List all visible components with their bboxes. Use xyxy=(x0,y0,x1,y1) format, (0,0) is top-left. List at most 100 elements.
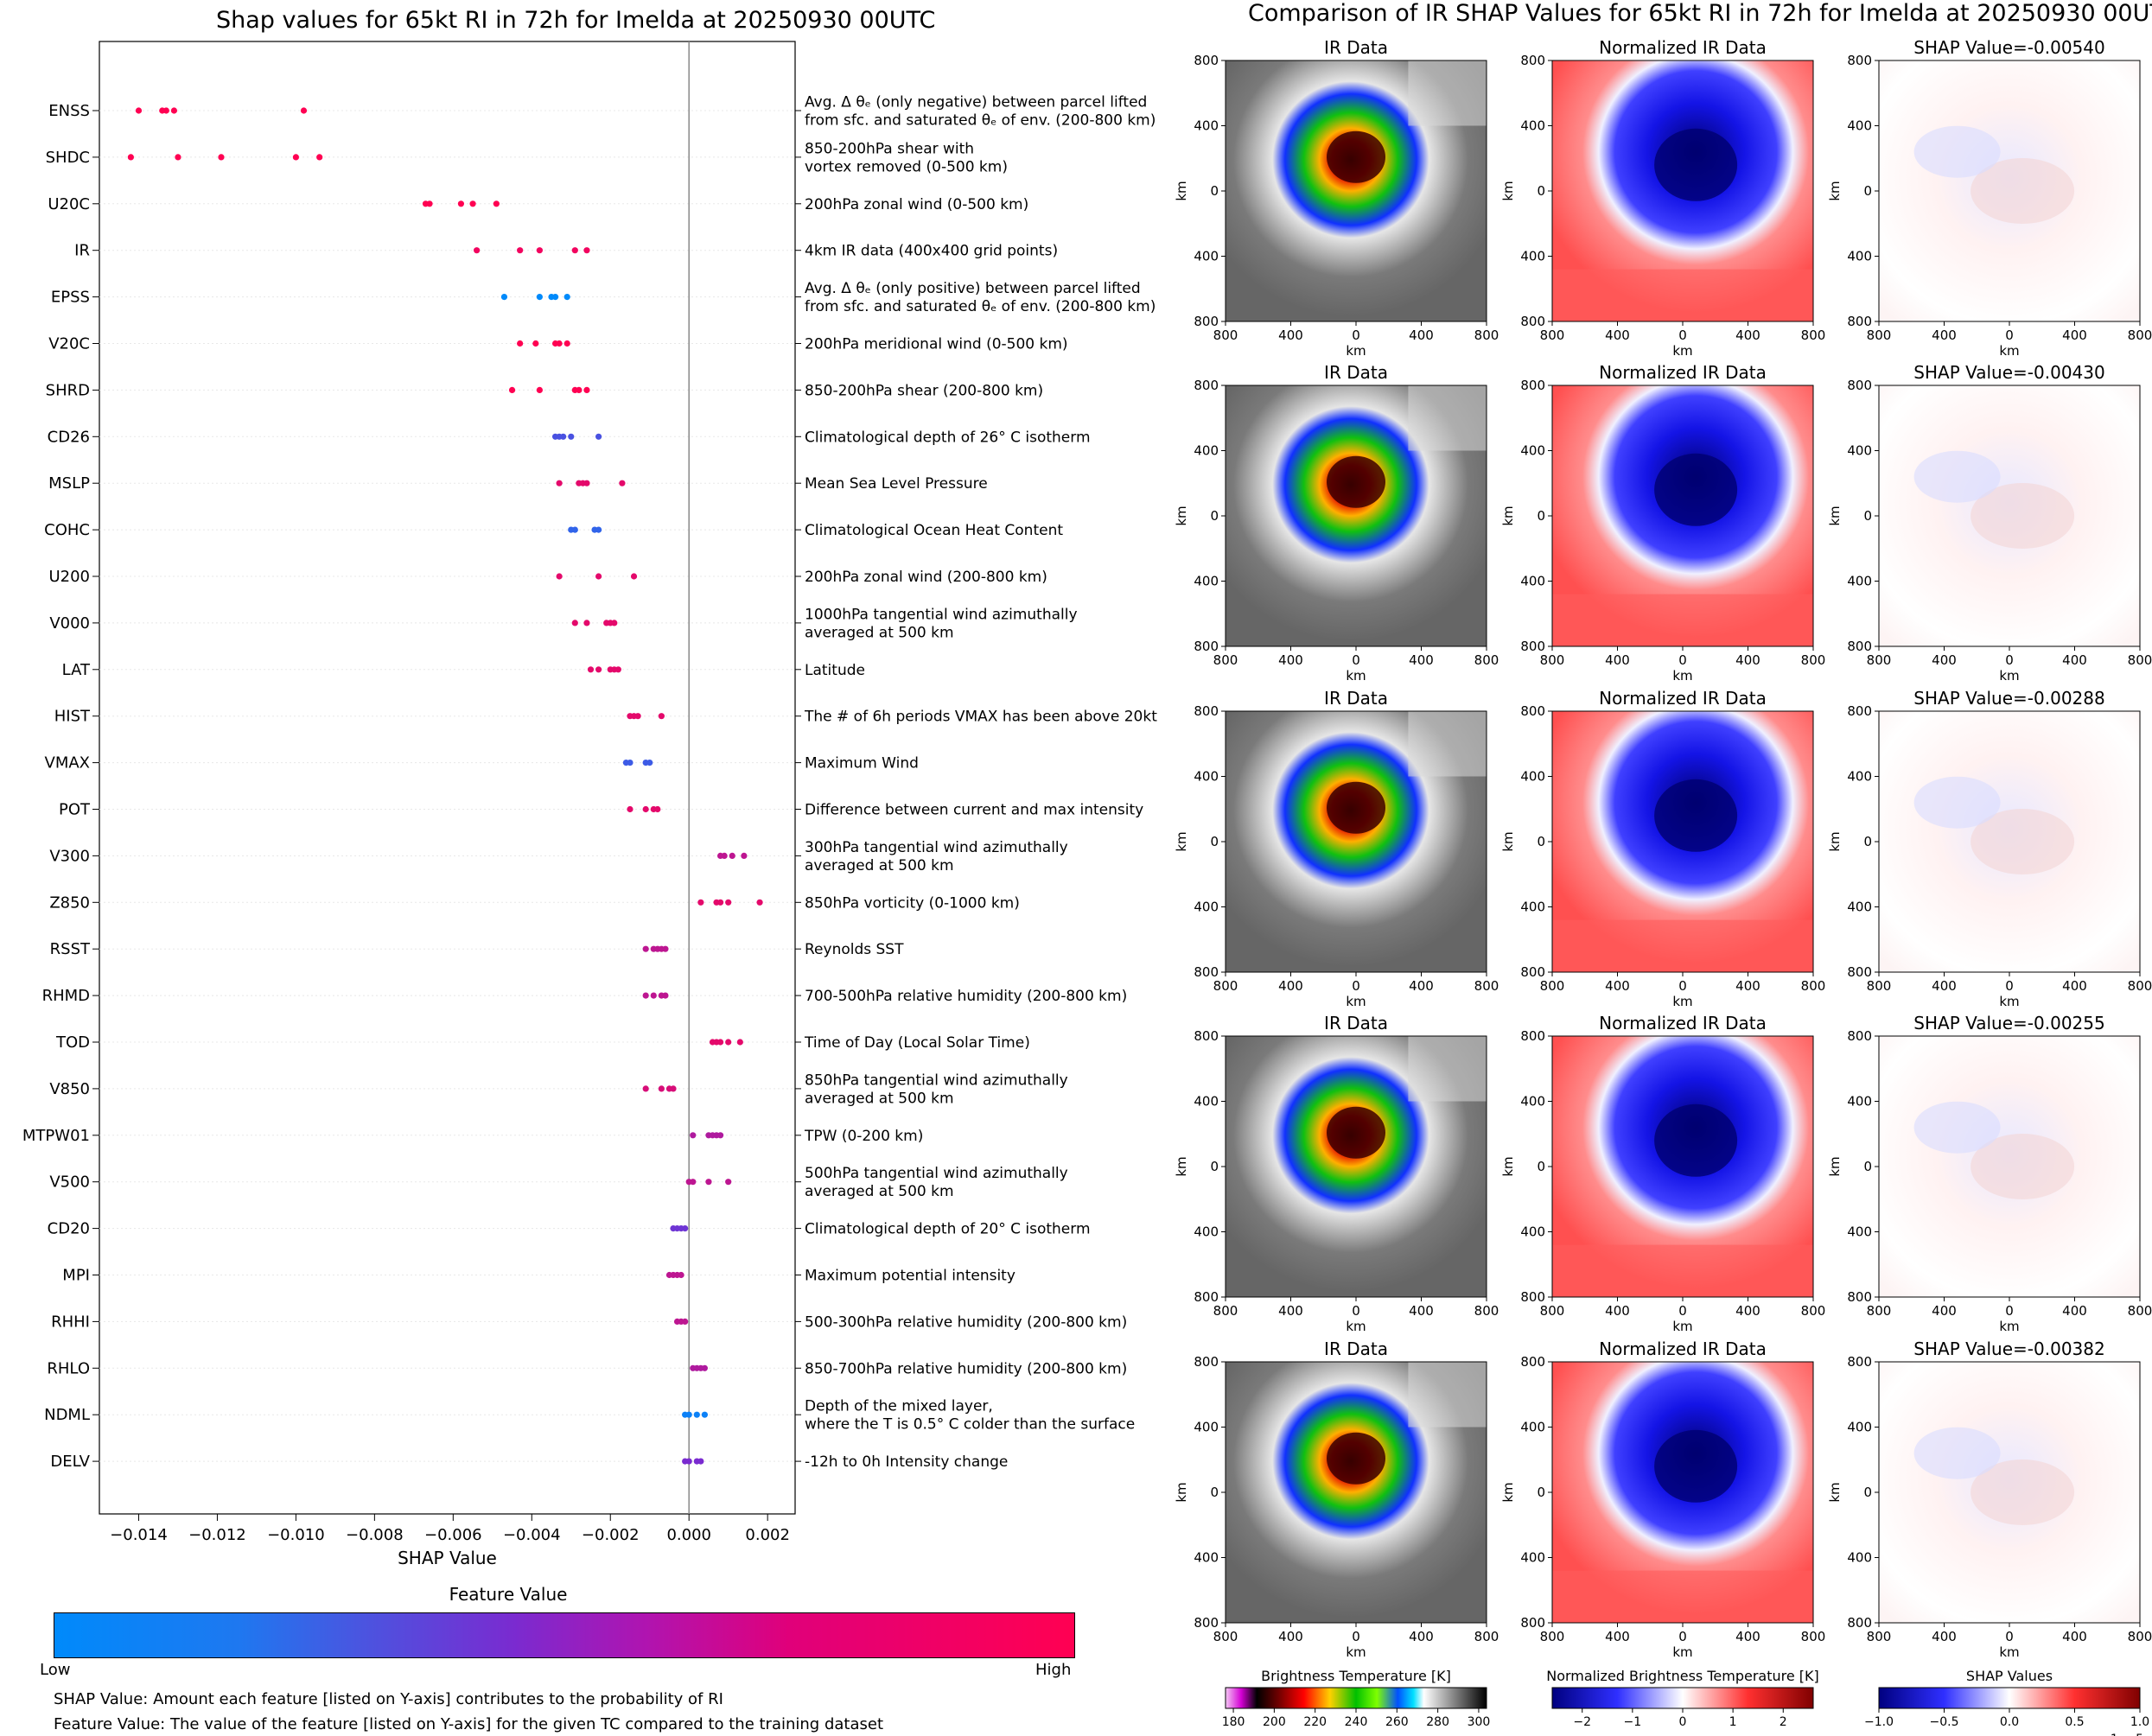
y-tick-label: 800 xyxy=(1520,964,1545,980)
shap-point-ir xyxy=(517,247,524,254)
x-tick-label: 800 xyxy=(2128,1629,2152,1644)
colorbar xyxy=(1878,1687,2141,1709)
x-tick-label: 400 xyxy=(1409,1629,1434,1644)
warm-region xyxy=(1552,919,1813,972)
y-tick-label: 400 xyxy=(1520,1094,1545,1110)
x-tick-label: −0.008 xyxy=(346,1526,404,1544)
feature-description-v300: 300hPa tangential wind azimuthally xyxy=(805,839,1068,856)
feature-description-shrd: 850-200hPa shear (200-800 km) xyxy=(805,382,1043,399)
x-tick-label: 800 xyxy=(1474,1629,1499,1644)
plot-frame xyxy=(99,41,796,1515)
feature-code-enss: ENSS xyxy=(48,102,90,120)
feature-code-pot: POT xyxy=(59,801,91,819)
y-tick-label: 800 xyxy=(1194,1289,1219,1305)
x-tick-label: 800 xyxy=(2128,978,2152,994)
y-tick-label: 800 xyxy=(1194,964,1219,980)
shap-point-delv xyxy=(685,1458,692,1465)
y-tick-label: 800 xyxy=(1194,53,1219,68)
storm-core xyxy=(1654,1103,1738,1177)
storm-core xyxy=(1654,453,1738,526)
y-tick-label: 400 xyxy=(1847,118,1872,134)
shap-point-enss xyxy=(135,107,143,114)
y-tick-label: 400 xyxy=(1847,1550,1872,1566)
x-tick-label: 400 xyxy=(1932,978,1957,994)
y-axis-label: km xyxy=(1500,1482,1516,1502)
x-axis-label: km xyxy=(1672,343,1692,359)
x-tick-label: 800 xyxy=(2128,652,2152,668)
shap-point-v20c xyxy=(556,340,563,347)
x-axis-label: SHAP Value xyxy=(398,1548,497,1568)
feature-code-vmax: VMAX xyxy=(45,754,91,773)
shap-point-cd26 xyxy=(595,433,602,440)
x-tick-label: 800 xyxy=(1474,327,1499,343)
feature-code-ir: IR xyxy=(74,242,90,260)
feature-description-v000: averaged at 500 km xyxy=(805,624,954,641)
x-tick-label: 800 xyxy=(1474,652,1499,668)
x-tick-label: 0 xyxy=(2005,978,2014,994)
feature-description-rhhi: 500-300hPa relative humidity (200-800 km… xyxy=(805,1313,1127,1331)
y-tick-label: 400 xyxy=(1520,574,1545,589)
shap-point-v20c xyxy=(532,340,539,347)
y-tick-label: 0 xyxy=(1863,834,1872,849)
y-tick-label: 400 xyxy=(1847,574,1872,589)
shap-feature xyxy=(1913,125,2001,178)
shap-value-title: SHAP Value=-0.00255 xyxy=(1913,1013,2104,1033)
x-tick-label: 800 xyxy=(1213,652,1238,668)
x-tick-label: 400 xyxy=(1735,1629,1760,1644)
x-tick-label: 800 xyxy=(1213,1629,1238,1644)
panel-title: Normalized IR Data xyxy=(1599,688,1767,709)
warm-region xyxy=(1552,594,1813,646)
shap-point-u200 xyxy=(595,573,602,580)
panel-title: IR Data xyxy=(1324,688,1388,709)
feature-description-rhmd: 700-500hPa relative humidity (200-800 km… xyxy=(805,988,1127,1005)
feature-description-rhlo: 850-700hPa relative humidity (200-800 km… xyxy=(805,1360,1127,1377)
colorbar-tick-label: 240 xyxy=(1345,1715,1368,1729)
shap-value-title: SHAP Value=-0.00288 xyxy=(1913,688,2104,709)
x-tick-label: 400 xyxy=(2062,1629,2087,1644)
feature-code-rhlo: RHLO xyxy=(47,1359,90,1377)
shap-point-hist xyxy=(658,713,665,720)
colorbar-tick-label: 0 xyxy=(1679,1715,1687,1729)
shap-feature xyxy=(1971,158,2075,224)
x-tick-label: 400 xyxy=(1735,1303,1760,1319)
feature-code-shdc: SHDC xyxy=(46,149,90,167)
x-tick-label: 800 xyxy=(1867,978,1892,994)
x-tick-label: −0.010 xyxy=(267,1526,325,1544)
x-tick-label: 800 xyxy=(1540,652,1565,668)
shap-point-v000 xyxy=(583,620,590,626)
y-tick-label: 800 xyxy=(1520,314,1545,329)
y-tick-label: 800 xyxy=(1194,639,1219,654)
feature-description-v850: 850hPa tangential wind azimuthally xyxy=(805,1071,1068,1089)
shap-point-shdc xyxy=(292,154,300,161)
x-tick-label: 400 xyxy=(2062,1303,2087,1319)
y-tick-label: 0 xyxy=(1537,1159,1545,1174)
shap-point-epss xyxy=(536,294,543,301)
y-tick-label: 800 xyxy=(1847,964,1872,980)
x-tick-label: 400 xyxy=(1735,978,1760,994)
y-tick-label: 800 xyxy=(1194,378,1219,393)
feature-description-rsst: Reynolds SST xyxy=(805,941,904,958)
x-tick-label: 800 xyxy=(1474,978,1499,994)
shap-point-ndml xyxy=(693,1411,700,1418)
shap-point-pot xyxy=(654,805,661,813)
x-tick-label: 400 xyxy=(1932,652,1957,668)
shap-point-u200 xyxy=(556,573,563,580)
feature-description-mpi: Maximum potential intensity xyxy=(805,1268,1016,1285)
x-tick-label: 800 xyxy=(1867,327,1892,343)
cloud-band xyxy=(1408,1362,1487,1428)
right-figure-title: Comparison of IR SHAP Values for 65kt RI… xyxy=(1248,0,2152,27)
shap-point-shdc xyxy=(218,154,225,161)
y-tick-label: 800 xyxy=(1520,1354,1545,1370)
y-tick-label: 400 xyxy=(1520,900,1545,915)
y-tick-label: 0 xyxy=(1537,834,1545,849)
feature-description-epss: Avg. Δ θₑ (only positive) between parcel… xyxy=(805,280,1141,297)
x-tick-label: 400 xyxy=(1605,1303,1630,1319)
feature-description-cd20: Climatological depth of 20° C isotherm xyxy=(805,1221,1091,1238)
y-tick-label: 0 xyxy=(1210,1485,1219,1500)
x-tick-label: 400 xyxy=(2062,652,2087,668)
shap-point-tod xyxy=(736,1039,743,1046)
shap-point-tod xyxy=(725,1039,732,1046)
colorbar-label: Normalized Brightness Temperature [K] xyxy=(1546,1668,1819,1684)
y-tick-label: 400 xyxy=(1520,118,1545,134)
warm-region xyxy=(1552,269,1813,321)
